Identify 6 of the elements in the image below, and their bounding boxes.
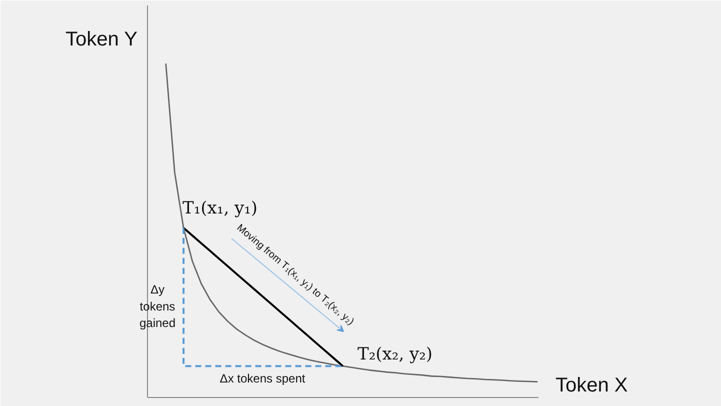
x-axis-title: Token X xyxy=(556,374,628,396)
annotation: T₂(x₂, y₂) xyxy=(358,344,433,364)
y-axis-title: Token Y xyxy=(66,28,138,50)
annotation: Δx tokens spent xyxy=(220,372,306,386)
annotation: Δy tokens gained xyxy=(139,282,176,330)
annotation: T₁(x₁, y₁) xyxy=(182,198,258,218)
